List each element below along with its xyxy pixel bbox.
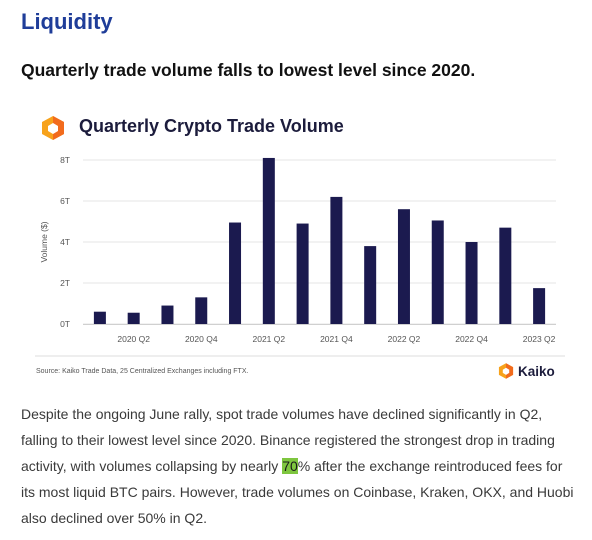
y-tick-label: 4T [60,237,70,247]
headline: Quarterly trade volume falls to lowest l… [21,60,476,80]
bar [364,246,377,324]
x-tick-label: 2020 Q4 [185,334,218,344]
x-tick-label: 2021 Q2 [253,334,286,344]
y-tick-label: 2T [60,278,70,288]
section-title: Liquidity [21,9,113,34]
x-tick-label: 2021 Q4 [320,334,353,344]
bar [296,223,309,324]
x-tick-label: 2022 Q2 [388,334,421,344]
bar [195,297,208,324]
chart-title: Quarterly Crypto Trade Volume [79,116,344,136]
highlighted-percentage: 70 [282,458,298,474]
bar [262,157,275,324]
bar [127,312,140,324]
bar [465,242,478,324]
bar [397,209,410,324]
x-tick-label: 2022 Q4 [455,334,488,344]
kaiko-brand-icon [498,363,514,379]
chart-card: 0T 2T 4T 6T 8T Volume ($) 2020 Q2 2020 Q4 2021 Q… [35,104,565,384]
bar [431,220,444,324]
kaiko-brand: Kaiko [497,362,555,380]
bar-chart: 0T 2T 4T 6T 8T Volume ($) 2020 Q2 2020 Q4 2021 Q… [35,155,565,357]
bar [229,222,242,324]
article-text-1: Despite the ongoing June rally, spot tra… [21,406,555,474]
bar [499,227,512,324]
x-tick-label: 2020 Q2 [117,334,150,344]
article-text-2: % after the exchange reintroduced fees f… [21,458,574,526]
bar [533,288,546,324]
y-tick-label: 0T [60,319,70,329]
x-tick-label: 2023 Q2 [523,334,556,344]
y-axis-label: Volume ($) [39,221,49,262]
kaiko-logo-icon [42,116,64,140]
y-tick-label: 8T [60,155,70,165]
bar [161,305,174,324]
bar [93,311,106,324]
chart-source: Source: Kaiko Trade Data, 25 Centralized… [36,368,249,375]
brand-name: Kaiko [518,363,555,379]
bar [330,196,343,324]
y-tick-label: 6T [60,196,70,206]
article-paragraph: Despite the ongoing June rally, spot tra… [21,401,576,531]
